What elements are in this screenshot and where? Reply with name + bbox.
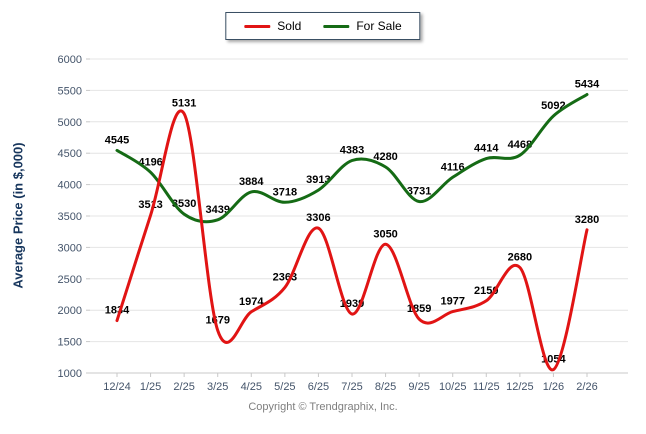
data-label: 3913 (306, 174, 330, 186)
x-tick-label: 2/25 (173, 381, 194, 393)
y-tick-label: 4000 (58, 180, 82, 192)
legend-item-for-sale: For Sale (323, 19, 402, 33)
data-label: 4116 (441, 161, 465, 173)
data-label: 4414 (474, 143, 499, 155)
legend: Sold For Sale (225, 12, 421, 40)
x-tick-label: 2/26 (576, 381, 597, 393)
x-tick-label: 7/25 (341, 381, 362, 393)
data-label: 3050 (373, 228, 397, 240)
x-tick-label: 8/25 (375, 381, 396, 393)
data-label: 5092 (541, 100, 565, 112)
x-tick-label: 5/25 (274, 381, 295, 393)
y-tick-label: 6000 (58, 54, 82, 66)
y-tick-label: 3000 (58, 242, 82, 254)
data-label: 3513 (138, 199, 162, 211)
data-label: 4545 (105, 134, 129, 146)
y-tick-label: 5000 (58, 117, 82, 129)
data-label: 3718 (273, 186, 297, 198)
data-label: 5434 (575, 79, 600, 91)
data-label: 1679 (205, 314, 229, 326)
data-label: 4196 (138, 156, 162, 168)
data-label: 1834 (105, 305, 130, 317)
data-label: 4280 (373, 151, 397, 163)
y-tick-label: 2000 (58, 305, 82, 317)
x-tick-label: 6/25 (308, 381, 329, 393)
y-tick-label: 1000 (58, 368, 82, 380)
x-tick-label: 4/25 (241, 381, 262, 393)
y-tick-label: 5500 (58, 85, 82, 97)
legend-label: For Sale (356, 19, 402, 33)
legend-swatch-for-sale (323, 24, 350, 28)
x-tick-label: 12/25 (506, 381, 534, 393)
data-label: 3731 (407, 185, 431, 197)
data-label: 4383 (340, 145, 364, 157)
series-line-for-sale (115, 93, 589, 224)
legend-item-sold: Sold (244, 19, 301, 33)
y-tick-label: 2500 (58, 274, 82, 286)
data-label: 3884 (239, 176, 264, 188)
x-tick-label: 1/25 (140, 381, 161, 393)
data-label: 3306 (306, 212, 330, 224)
legend-label: Sold (277, 19, 302, 33)
data-label: 5131 (172, 98, 196, 110)
x-tick-label: 12/24 (103, 381, 131, 393)
data-label: 3439 (205, 204, 229, 216)
y-tick-label: 3500 (58, 211, 82, 223)
x-tick-label: 11/25 (473, 381, 500, 393)
data-label: 1974 (239, 296, 264, 308)
x-tick-label: 3/25 (207, 381, 228, 393)
x-tick-label: 10/25 (439, 381, 467, 393)
x-tick-label: 1/26 (543, 381, 564, 393)
legend-swatch-sold (244, 24, 271, 28)
data-label: 1977 (440, 296, 464, 308)
copyright-text: Copyright © Trendgraphix, Inc. (248, 401, 398, 413)
series-line-sold (115, 109, 589, 372)
x-tick-label: 9/25 (408, 381, 429, 393)
y-tick-label: 1500 (58, 337, 82, 349)
y-tick-label: 4500 (58, 148, 82, 160)
data-label: 3280 (575, 214, 599, 226)
data-label: 2680 (508, 251, 532, 263)
